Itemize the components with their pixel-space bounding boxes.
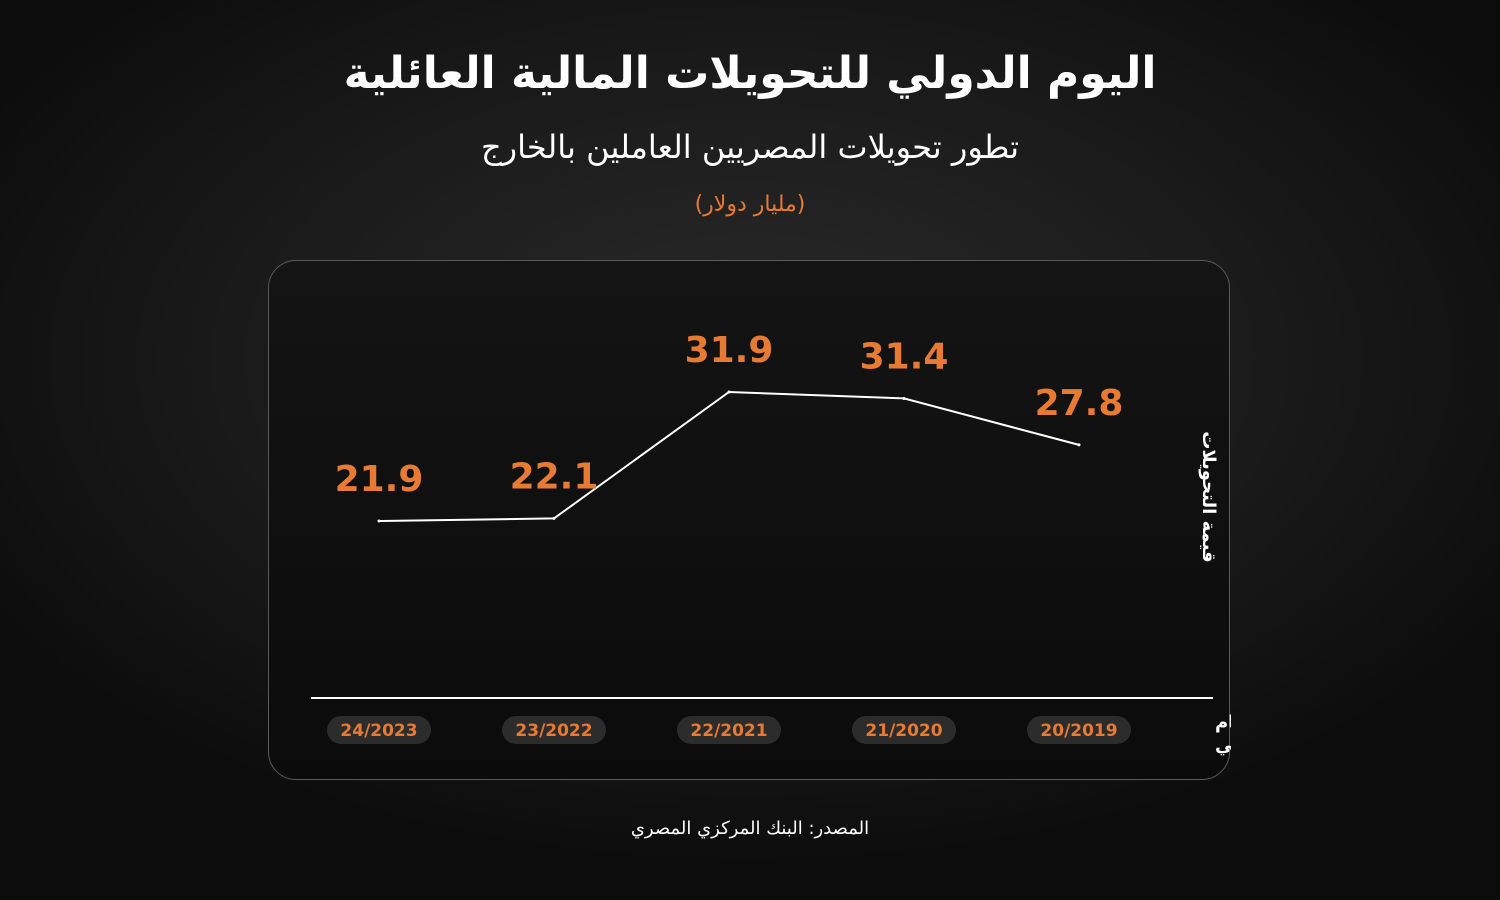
series-line [378, 390, 1080, 522]
x-tick-pill [327, 716, 431, 744]
value-label: 31.4 [860, 336, 949, 377]
data-point [902, 396, 906, 400]
x-tick-label: 21/2020 [865, 721, 942, 741]
unit-label: (مليار دولار) [694, 192, 806, 217]
x-tick-label: 23/2022 [515, 721, 592, 741]
x-axis-label-line-2: المالي [1215, 735, 1231, 756]
line-chart: 21.9 22.1 31.9 31.4 27.8 24/2023 23/2022 22/20… [311, 330, 1231, 756]
x-tick-pill [677, 716, 781, 744]
data-point [377, 519, 381, 523]
value-label: 27.8 [1035, 383, 1124, 424]
value-label: 21.9 [335, 459, 424, 500]
x-tick-pill [502, 716, 606, 744]
chart-subtitle: تطور تحويلات المصريين العاملين بالخارج [480, 128, 1019, 166]
value-label: 22.1 [510, 456, 599, 497]
data-points [377, 390, 1081, 523]
x-tick-label: 22/2021 [690, 721, 767, 741]
value-label: 31.9 [685, 330, 774, 371]
chart-panel: 21.9 22.1 31.9 31.4 27.8 24/2023 23/2022 22/20… [268, 260, 1231, 780]
data-point [1077, 443, 1081, 447]
x-tick-labels: 24/2023 23/2022 22/2021 21/2020 20/2019 [327, 716, 1131, 744]
x-tick-pill [852, 716, 956, 744]
data-point [727, 390, 731, 394]
x-tick-pill [1027, 716, 1131, 744]
x-axis-label-line-1: العام [1215, 712, 1231, 733]
y-axis-label: قيمة التحويلات [1198, 431, 1219, 562]
x-tick-label: 20/2019 [1040, 721, 1117, 741]
chart-title: اليوم الدولي للتحويلات المالية العائلية [343, 48, 1157, 99]
value-labels: 21.9 22.1 31.9 31.4 27.8 [335, 330, 1124, 500]
data-point [552, 516, 556, 520]
source-note: المصدر: البنك المركزي المصري [630, 818, 870, 839]
x-tick-label: 24/2023 [340, 721, 417, 741]
